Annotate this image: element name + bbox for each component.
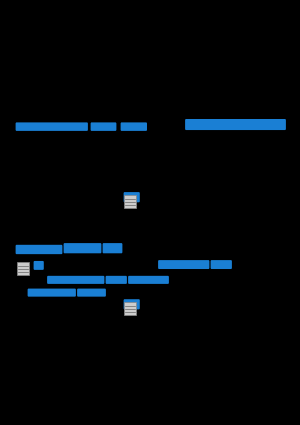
FancyBboxPatch shape [16, 122, 88, 131]
FancyBboxPatch shape [106, 276, 127, 284]
FancyBboxPatch shape [16, 245, 62, 254]
FancyBboxPatch shape [16, 262, 29, 275]
FancyBboxPatch shape [124, 299, 140, 309]
FancyBboxPatch shape [185, 119, 286, 130]
FancyBboxPatch shape [64, 243, 101, 253]
FancyBboxPatch shape [91, 122, 116, 131]
FancyBboxPatch shape [124, 195, 136, 208]
FancyBboxPatch shape [124, 192, 140, 202]
FancyBboxPatch shape [158, 260, 209, 269]
FancyBboxPatch shape [28, 289, 76, 297]
FancyBboxPatch shape [47, 276, 104, 284]
FancyBboxPatch shape [34, 261, 44, 270]
FancyBboxPatch shape [211, 260, 232, 269]
FancyBboxPatch shape [103, 243, 122, 253]
FancyBboxPatch shape [77, 289, 106, 297]
FancyBboxPatch shape [124, 302, 136, 315]
FancyBboxPatch shape [128, 276, 169, 284]
FancyBboxPatch shape [121, 122, 147, 131]
